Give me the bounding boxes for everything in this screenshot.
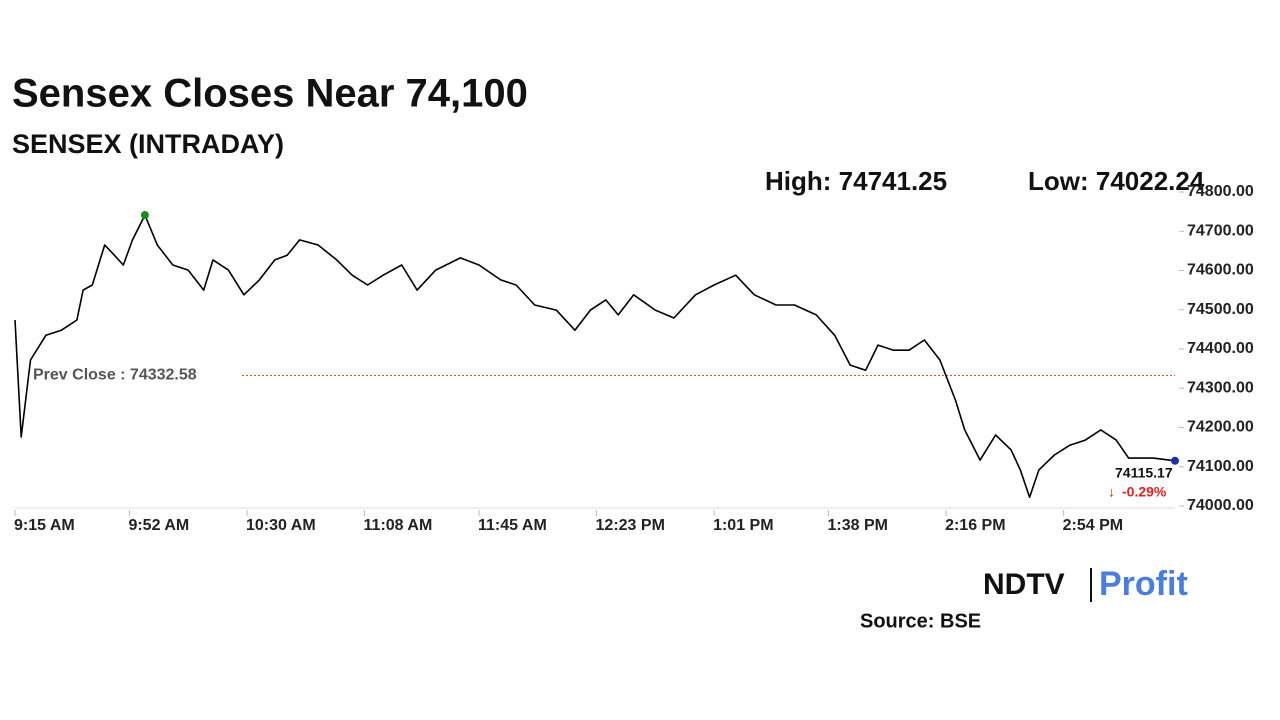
chart-subtitle: SENSEX (INTRADAY) — [12, 129, 284, 159]
y-tick-label: 74000.00 — [1187, 497, 1254, 514]
price-line — [14, 214, 1176, 499]
low-label: Low: 74022.24 — [1028, 166, 1205, 196]
y-tick-label: 74100.00 — [1187, 458, 1254, 475]
y-tick-label: 74700.00 — [1187, 222, 1254, 239]
x-tick-label: 9:15 AM — [14, 517, 75, 534]
x-tick-label: 2:54 PM — [1063, 517, 1123, 534]
y-tick-label: 74600.00 — [1187, 262, 1254, 279]
x-tick-label: 10:30 AM — [246, 517, 316, 534]
chart-title: Sensex Closes Near 74,100 — [12, 72, 528, 116]
change-arrow: ↓ — [1108, 484, 1115, 500]
y-tick-label: 74200.00 — [1187, 419, 1254, 436]
x-tick-label: 11:45 AM — [478, 517, 547, 534]
high-label: High: 74741.25 — [765, 166, 947, 196]
x-tick-label: 1:01 PM — [713, 517, 773, 534]
change-label: -0.29% — [1122, 484, 1167, 500]
prev-close-label: Prev Close : 74332.58 — [33, 367, 197, 384]
x-tick-label: 1:38 PM — [828, 517, 888, 534]
x-tick-label: 2:16 PM — [945, 517, 1005, 534]
y-tick-label: 74500.00 — [1187, 301, 1254, 318]
source: Source: BSE — [860, 610, 981, 632]
x-tick-label: 11:08 AM — [364, 517, 433, 534]
high-marker — [140, 211, 149, 220]
logo-left: NDTV — [983, 568, 1065, 601]
last-marker — [1171, 456, 1179, 465]
x-tick-label: 9:52 AM — [128, 517, 189, 534]
y-tick-label: 74300.00 — [1187, 379, 1254, 396]
logo-right: Profit — [1099, 565, 1188, 603]
last-value-label: 74115.17 — [1115, 465, 1173, 481]
y-tick-label: 74400.00 — [1187, 340, 1254, 357]
y-tick-label: 74800.00 — [1187, 183, 1254, 200]
x-tick-label: 12:23 PM — [596, 517, 665, 534]
